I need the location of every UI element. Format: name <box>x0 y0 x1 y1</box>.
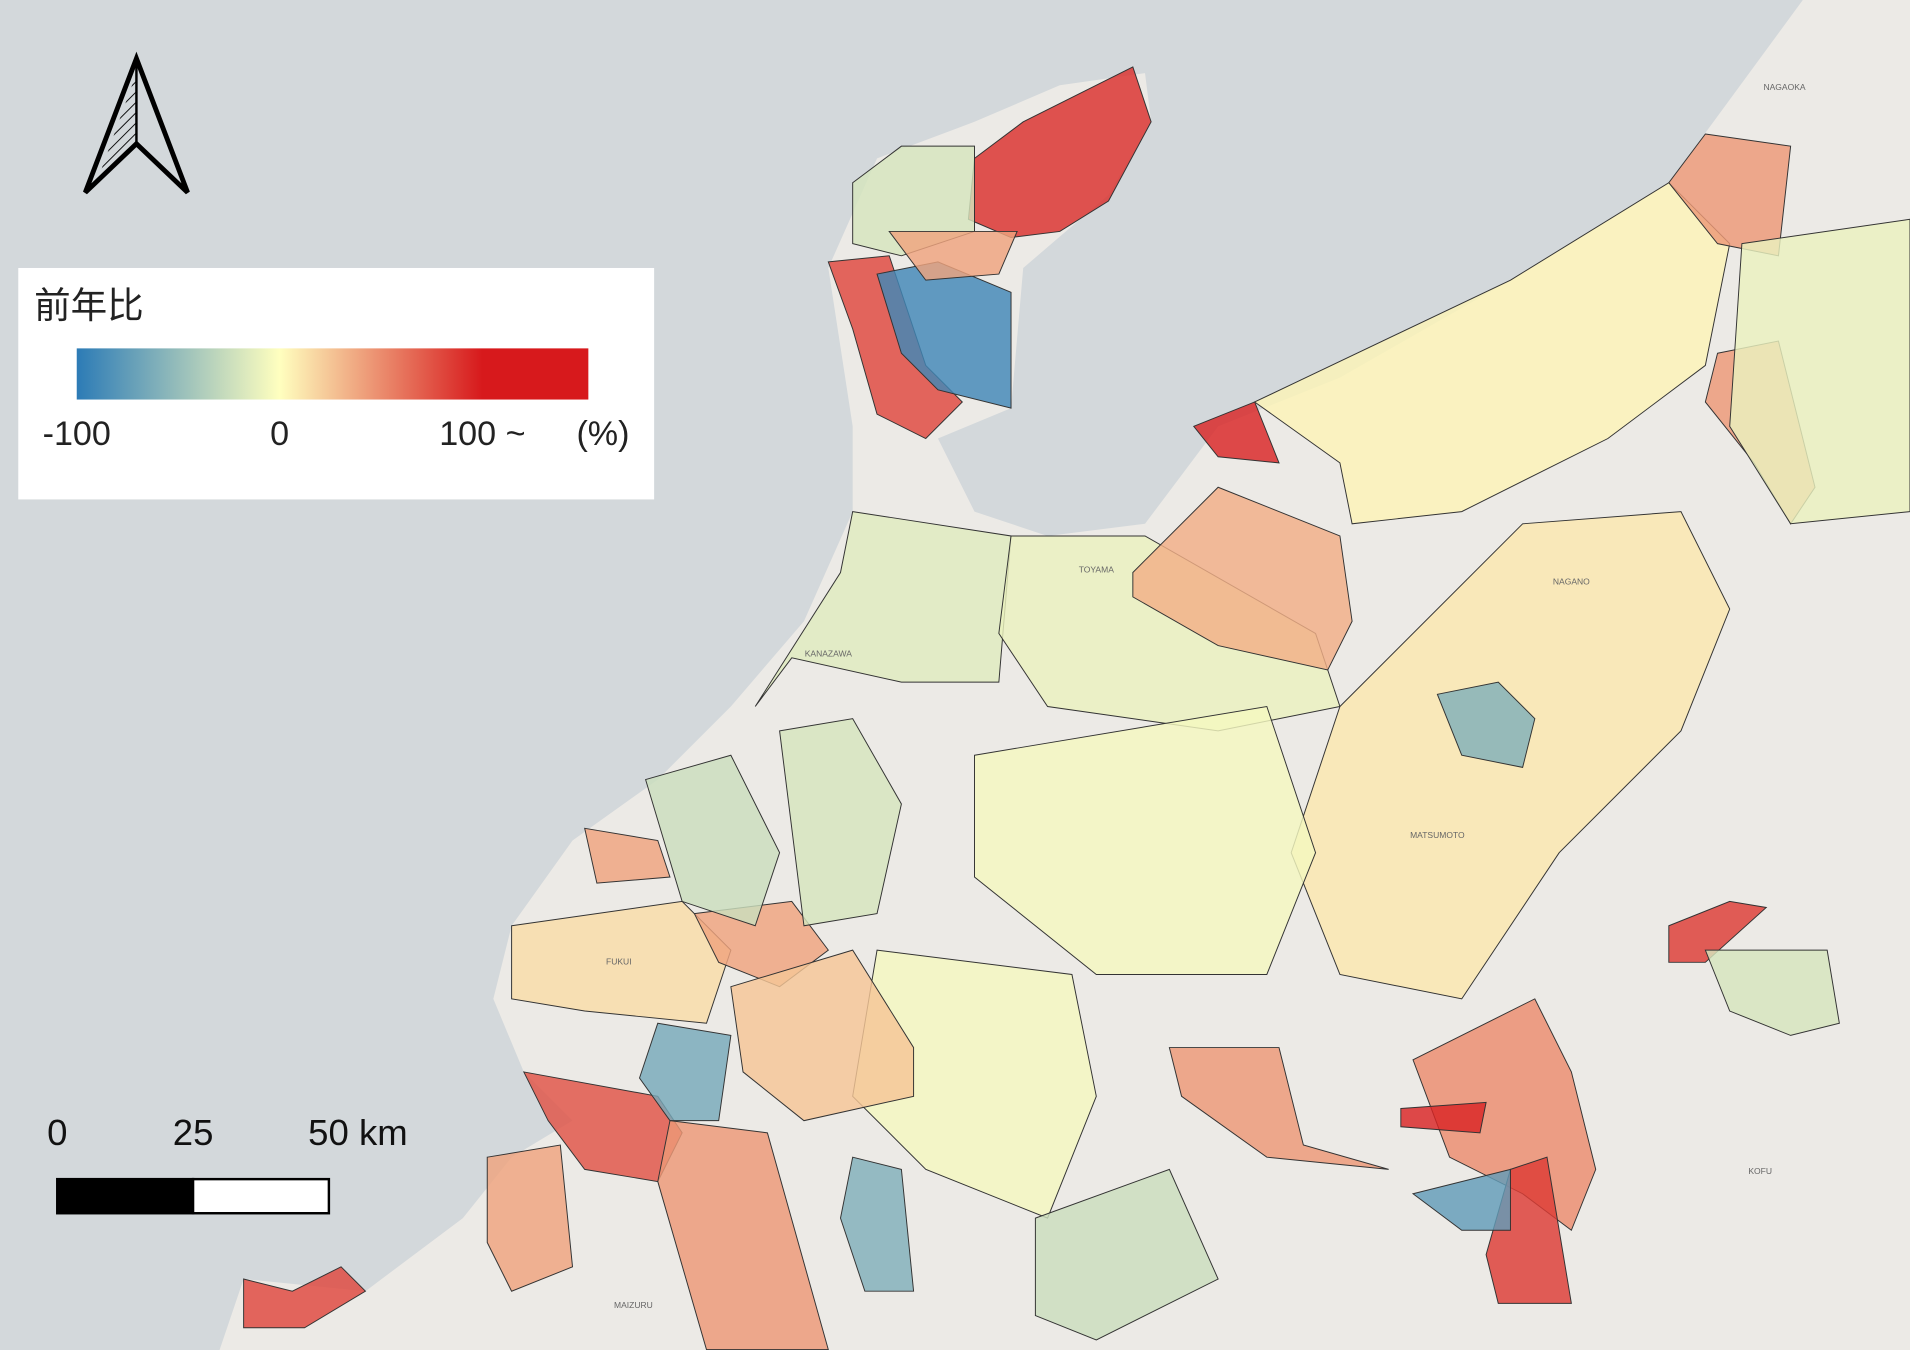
legend-title: 前年比 <box>34 285 144 326</box>
region <box>974 705 1317 975</box>
region <box>1411 1168 1511 1231</box>
region <box>730 949 915 1122</box>
region <box>839 1156 915 1292</box>
place-label: KOFU <box>1748 1166 1772 1176</box>
legend-ticks: -100 0 100 ~ <box>43 415 526 453</box>
scale-segment <box>191 1177 331 1215</box>
region <box>1034 1168 1219 1341</box>
legend-tick-label: 100 ~ <box>439 415 525 453</box>
legend-unit: (%) <box>576 415 629 453</box>
region <box>888 230 1018 281</box>
region <box>1192 401 1280 464</box>
place-label: MATSUMOTO <box>1410 830 1465 840</box>
scale-segment <box>56 1177 195 1215</box>
region <box>1132 486 1353 671</box>
region <box>1412 998 1597 1232</box>
place-label: MAIZURU <box>614 1300 653 1310</box>
region <box>1400 1101 1487 1134</box>
place-labels: NAGAOKA TOYAMA KANAZAWA NAGANO MATSUMOTO FUKU… <box>606 82 1806 1310</box>
region <box>1168 1047 1389 1170</box>
region <box>584 827 671 884</box>
region <box>644 754 781 927</box>
region <box>243 1266 367 1329</box>
north-arrow <box>82 51 190 195</box>
scale-label: 0 <box>47 1112 67 1153</box>
region <box>779 718 902 927</box>
region <box>1668 900 1768 963</box>
scale-label: 25 <box>173 1112 214 1153</box>
legend-tick-label: -100 <box>43 415 111 453</box>
regions <box>243 66 1910 1350</box>
place-label: TOYAMA <box>1079 564 1114 574</box>
region <box>486 1144 574 1292</box>
region <box>638 1022 732 1122</box>
place-label: FUKUI <box>606 957 632 967</box>
place-label: KANAZAWA <box>805 648 852 658</box>
region <box>1704 949 1840 1036</box>
region <box>1253 182 1731 525</box>
legend-bar <box>76 348 589 400</box>
region <box>1436 681 1536 768</box>
region <box>1729 218 1910 525</box>
place-label: NAGANO <box>1553 577 1590 587</box>
scale-bar: 0 25 50 km <box>47 1112 408 1215</box>
scale-label: 50 km <box>308 1112 407 1153</box>
place-label: NAGAOKA <box>1763 82 1805 92</box>
legend-tick-label: 0 <box>270 415 289 453</box>
